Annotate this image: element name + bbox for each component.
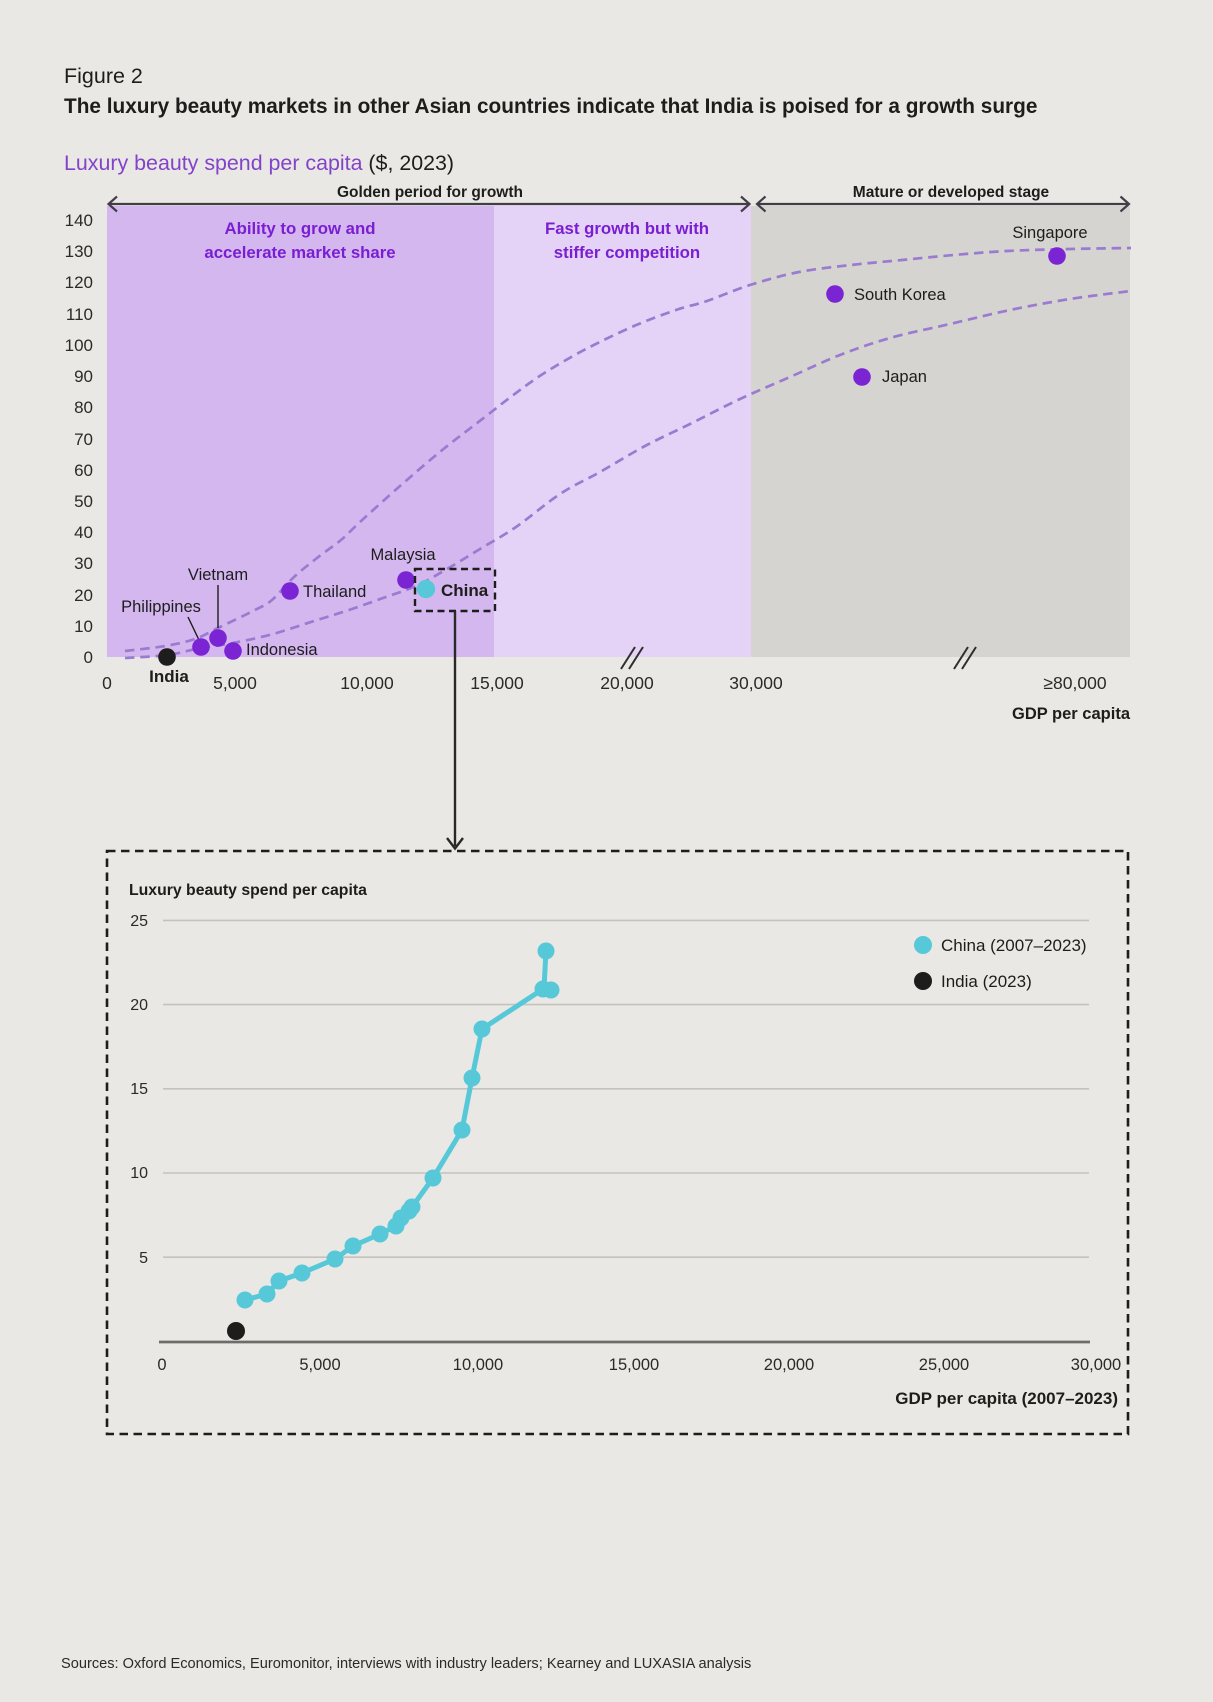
svg-text:10: 10 (74, 617, 93, 636)
svg-text:70: 70 (74, 430, 93, 449)
svg-text:25: 25 (130, 913, 148, 930)
svg-text:The luxury beauty markets in o: The luxury beauty markets in other Asian… (64, 95, 1037, 118)
svg-text:China: China (441, 581, 489, 600)
svg-text:10: 10 (130, 1165, 148, 1182)
svg-text:GDP per capita: GDP per capita (1012, 705, 1131, 723)
svg-text:40: 40 (74, 523, 93, 542)
svg-text:≥80,000: ≥80,000 (1043, 673, 1106, 693)
svg-text:110: 110 (66, 305, 93, 324)
svg-text:Golden period for growth: Golden period for growth (337, 184, 523, 201)
svg-text:20: 20 (74, 586, 93, 605)
svg-text:15,000: 15,000 (609, 1356, 659, 1374)
svg-text:50: 50 (74, 492, 93, 511)
svg-text:0: 0 (102, 673, 112, 693)
svg-text:20,000: 20,000 (764, 1356, 814, 1374)
svg-text:Malaysia: Malaysia (370, 546, 436, 564)
svg-text:15,000: 15,000 (470, 673, 524, 693)
svg-text:20: 20 (130, 997, 148, 1014)
svg-text:Mature or developed stage: Mature or developed stage (853, 184, 1050, 201)
svg-text:Sources: Oxford Economics, Eur: Sources: Oxford Economics, Euromonitor, … (61, 1656, 751, 1672)
svg-text:80: 80 (74, 398, 93, 417)
svg-text:0: 0 (157, 1356, 166, 1374)
svg-text:China (2007–2023): China (2007–2023) (941, 936, 1087, 955)
svg-text:30,000: 30,000 (729, 673, 783, 693)
svg-text:5: 5 (139, 1250, 148, 1267)
svg-text:0: 0 (84, 648, 93, 667)
svg-text:stiffer competition: stiffer competition (554, 243, 700, 262)
svg-text:Luxury beauty spend per capita: Luxury beauty spend per capita ($, 2023) (64, 151, 454, 175)
svg-text:20,000: 20,000 (600, 673, 654, 693)
svg-text:GDP per capita (2007–2023): GDP per capita (2007–2023) (895, 1389, 1118, 1408)
svg-text:South Korea: South Korea (854, 286, 947, 304)
svg-text:Japan: Japan (882, 368, 927, 386)
svg-text:Singapore: Singapore (1012, 224, 1087, 242)
svg-text:5,000: 5,000 (299, 1356, 340, 1374)
svg-text:10,000: 10,000 (453, 1356, 503, 1374)
svg-text:India (2023): India (2023) (941, 972, 1032, 991)
svg-text:Figure 2: Figure 2 (64, 64, 143, 88)
svg-text:120: 120 (65, 273, 93, 292)
svg-text:15: 15 (130, 1081, 148, 1098)
svg-text:accelerate market share: accelerate market share (204, 243, 395, 262)
svg-text:60: 60 (74, 461, 93, 480)
svg-text:100: 100 (65, 336, 93, 355)
svg-text:25,000: 25,000 (919, 1356, 969, 1374)
svg-text:30,000: 30,000 (1071, 1356, 1121, 1374)
svg-text:90: 90 (74, 367, 93, 386)
svg-text:130: 130 (65, 242, 93, 261)
svg-text:India: India (149, 667, 189, 686)
svg-text:Fast growth but with: Fast growth but with (545, 219, 709, 238)
svg-text:5,000: 5,000 (213, 673, 257, 693)
svg-text:Luxury beauty spend per capita: Luxury beauty spend per capita (129, 882, 367, 899)
svg-text:Ability to grow and: Ability to grow and (224, 219, 375, 238)
svg-text:Philippines: Philippines (121, 598, 201, 616)
svg-text:Thailand: Thailand (303, 583, 366, 601)
svg-text:10,000: 10,000 (340, 673, 394, 693)
svg-text:30: 30 (74, 554, 93, 573)
svg-text:Vietnam: Vietnam (188, 566, 248, 584)
svg-text:Indonesia: Indonesia (246, 641, 318, 659)
svg-text:140: 140 (65, 211, 93, 230)
